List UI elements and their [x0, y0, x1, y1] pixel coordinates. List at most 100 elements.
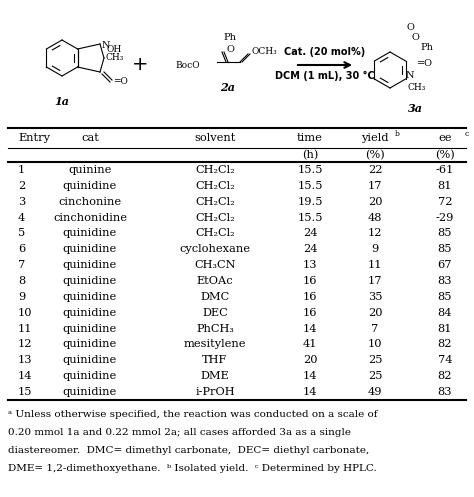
Text: quinidine: quinidine — [63, 371, 117, 381]
Text: Entry: Entry — [18, 133, 50, 143]
Text: 12: 12 — [18, 339, 33, 349]
Text: quinidine: quinidine — [63, 324, 117, 333]
Text: 41: 41 — [303, 339, 317, 349]
Text: 81: 81 — [438, 324, 452, 333]
Text: 20: 20 — [368, 308, 382, 318]
Text: N: N — [102, 42, 110, 51]
Text: ᵃ Unless otherwise specified, the reaction was conducted on a scale of: ᵃ Unless otherwise specified, the reacti… — [8, 410, 377, 419]
Text: (%): (%) — [435, 150, 455, 160]
Text: 19.5: 19.5 — [297, 197, 323, 207]
Text: DEC: DEC — [202, 308, 228, 318]
Text: cyclohexane: cyclohexane — [180, 244, 250, 254]
Text: DME: DME — [201, 371, 229, 381]
Text: 4: 4 — [18, 213, 25, 223]
Text: mesitylene: mesitylene — [184, 339, 246, 349]
Text: 11: 11 — [368, 260, 382, 270]
Text: (h): (h) — [302, 150, 318, 160]
Text: -61: -61 — [436, 165, 454, 175]
Text: 82: 82 — [438, 371, 452, 381]
Text: time: time — [297, 133, 323, 143]
Text: yield: yield — [361, 133, 389, 143]
Text: 15.5: 15.5 — [297, 165, 323, 175]
Text: quinidine: quinidine — [63, 339, 117, 349]
Text: quinidine: quinidine — [63, 387, 117, 397]
Text: 13: 13 — [303, 260, 317, 270]
Text: DMC: DMC — [201, 292, 229, 302]
Text: CH₂Cl₂: CH₂Cl₂ — [195, 213, 235, 223]
Text: 24: 24 — [303, 244, 317, 254]
Text: EtOAc: EtOAc — [197, 276, 233, 286]
Text: O: O — [226, 46, 234, 55]
Text: Ph: Ph — [224, 33, 237, 43]
Text: 5: 5 — [18, 229, 25, 239]
Text: solvent: solvent — [194, 133, 236, 143]
Text: c: c — [465, 130, 469, 138]
Text: 1a: 1a — [55, 96, 70, 107]
Text: 22: 22 — [368, 165, 382, 175]
Text: O: O — [411, 32, 419, 42]
Text: BocO: BocO — [175, 61, 200, 70]
Text: 10: 10 — [368, 339, 382, 349]
Text: 15.5: 15.5 — [297, 213, 323, 223]
Text: 6: 6 — [18, 244, 25, 254]
Text: 74: 74 — [438, 355, 452, 365]
Text: 3: 3 — [18, 197, 25, 207]
Text: 1: 1 — [18, 165, 25, 175]
Text: 14: 14 — [303, 324, 317, 333]
Text: Cat. (20 mol%): Cat. (20 mol%) — [284, 47, 365, 57]
Text: 14: 14 — [18, 371, 33, 381]
Text: THF: THF — [202, 355, 228, 365]
Text: 10: 10 — [18, 308, 33, 318]
Text: 85: 85 — [438, 229, 452, 239]
Text: 25: 25 — [368, 355, 382, 365]
Text: 16: 16 — [303, 308, 317, 318]
Text: 2a: 2a — [220, 82, 236, 93]
Text: 17: 17 — [368, 276, 382, 286]
Text: 7: 7 — [371, 324, 379, 333]
Text: quinidine: quinidine — [63, 276, 117, 286]
Text: 9: 9 — [371, 244, 379, 254]
Text: 83: 83 — [438, 276, 452, 286]
Text: quinine: quinine — [68, 165, 112, 175]
Text: quinidine: quinidine — [63, 244, 117, 254]
Text: 20: 20 — [303, 355, 317, 365]
Text: 15.5: 15.5 — [297, 181, 323, 191]
Text: CH₂Cl₂: CH₂Cl₂ — [195, 181, 235, 191]
Text: O: O — [406, 22, 414, 31]
Text: 84: 84 — [438, 308, 452, 318]
Text: cinchonidine: cinchonidine — [53, 213, 127, 223]
Text: 2: 2 — [18, 181, 25, 191]
Text: 13: 13 — [18, 355, 33, 365]
Text: 83: 83 — [438, 387, 452, 397]
Text: OCH₃: OCH₃ — [252, 48, 278, 57]
Text: quinidine: quinidine — [63, 229, 117, 239]
Text: DCM (1 mL), 30 °C: DCM (1 mL), 30 °C — [275, 71, 375, 81]
Text: (%): (%) — [365, 150, 385, 160]
Text: 14: 14 — [303, 371, 317, 381]
Text: N: N — [406, 71, 414, 80]
Text: diastereomer.  DMC= dimethyl carbonate,  DEC= diethyl carbonate,: diastereomer. DMC= dimethyl carbonate, D… — [8, 446, 369, 455]
Text: quinidine: quinidine — [63, 308, 117, 318]
Text: 7: 7 — [18, 260, 25, 270]
Text: 49: 49 — [368, 387, 382, 397]
Text: 9: 9 — [18, 292, 25, 302]
Text: 0.20 mmol 1a and 0.22 mmol 2a; all cases afforded 3a as a single: 0.20 mmol 1a and 0.22 mmol 2a; all cases… — [8, 428, 351, 437]
Text: 3a: 3a — [408, 103, 422, 114]
Text: =O: =O — [417, 59, 433, 68]
Text: quinidine: quinidine — [63, 355, 117, 365]
Text: +: + — [132, 56, 148, 75]
Text: 14: 14 — [303, 387, 317, 397]
Text: 12: 12 — [368, 229, 382, 239]
Text: CH₃: CH₃ — [106, 54, 124, 63]
Text: 85: 85 — [438, 292, 452, 302]
Text: 11: 11 — [18, 324, 33, 333]
Text: quinidine: quinidine — [63, 181, 117, 191]
Text: CH₂Cl₂: CH₂Cl₂ — [195, 165, 235, 175]
Text: =O: =O — [113, 78, 128, 86]
Text: 85: 85 — [438, 244, 452, 254]
Text: CH₂Cl₂: CH₂Cl₂ — [195, 229, 235, 239]
Text: 25: 25 — [368, 371, 382, 381]
Text: CH₂Cl₂: CH₂Cl₂ — [195, 197, 235, 207]
Text: 20: 20 — [368, 197, 382, 207]
Text: 35: 35 — [368, 292, 382, 302]
